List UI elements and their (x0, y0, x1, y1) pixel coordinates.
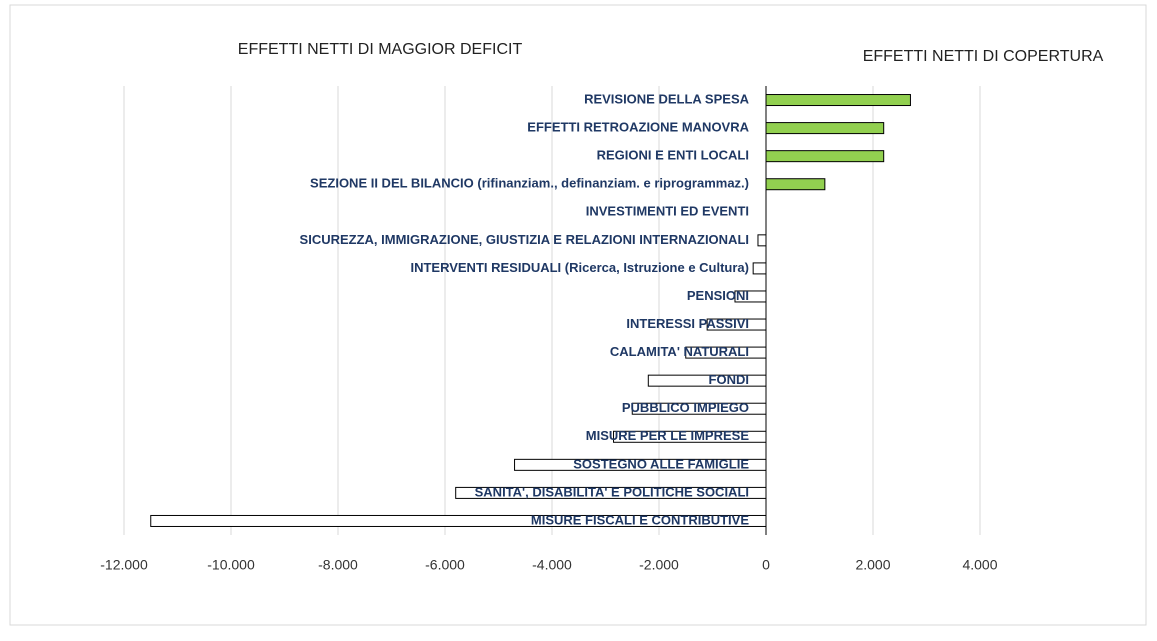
category-label: FONDI (709, 372, 749, 387)
category-label: CALAMITA' NATURALI (610, 344, 749, 359)
category-label: EFFETTI RETROAZIONE MANOVRA (527, 120, 749, 135)
category-label: PUBBLICO IMPIEGO (622, 400, 749, 415)
x-tick-label: 0 (762, 557, 770, 573)
x-tick-label: -12.000 (100, 557, 148, 573)
title-left: EFFETTI NETTI DI MAGGIOR DEFICIT (238, 41, 523, 58)
x-tick-label: -2.000 (639, 557, 679, 573)
title-right: EFFETTI NETTI DI COPERTURA (863, 48, 1104, 65)
chart-frame (9, 4, 1147, 626)
category-label: SICUREZZA, IMMIGRAZIONE, GIUSTIZIA E REL… (300, 232, 749, 247)
category-label: REVISIONE DELLA SPESA (584, 91, 750, 106)
category-label: MISURE FISCALI E CONTRIBUTIVE (531, 512, 749, 527)
bar (765, 178, 826, 191)
category-label: SEZIONE II DEL BILANCIO (rifinanziam., d… (310, 176, 749, 191)
category-label: REGIONI E ENTI LOCALI (597, 148, 749, 163)
category-label: INTERVENTI RESIDUALI (Ricerca, Istruzion… (410, 260, 749, 275)
bar (765, 150, 885, 163)
bar (765, 122, 885, 135)
x-tick-label: -8.000 (318, 557, 358, 573)
category-label: INVESTIMENTI ED EVENTI (586, 204, 749, 219)
category-label: INTERESSI PASSIVI (626, 316, 749, 331)
x-tick-label: -6.000 (425, 557, 465, 573)
x-tick-label: 2.000 (855, 557, 890, 573)
category-label: PENSIONI (687, 288, 749, 303)
x-tick-label: -10.000 (207, 557, 255, 573)
bar (757, 234, 767, 247)
bar (765, 94, 911, 107)
category-label: SOSTEGNO ALLE FAMIGLIE (573, 456, 749, 471)
category-label: MISURE PER LE IMPRESE (586, 428, 750, 443)
category-label: SANITA', DISABILITA' E POLITICHE SOCIALI (475, 484, 749, 499)
x-tick-label: -4.000 (532, 557, 572, 573)
bar (752, 262, 767, 275)
x-tick-label: 4.000 (962, 557, 997, 573)
